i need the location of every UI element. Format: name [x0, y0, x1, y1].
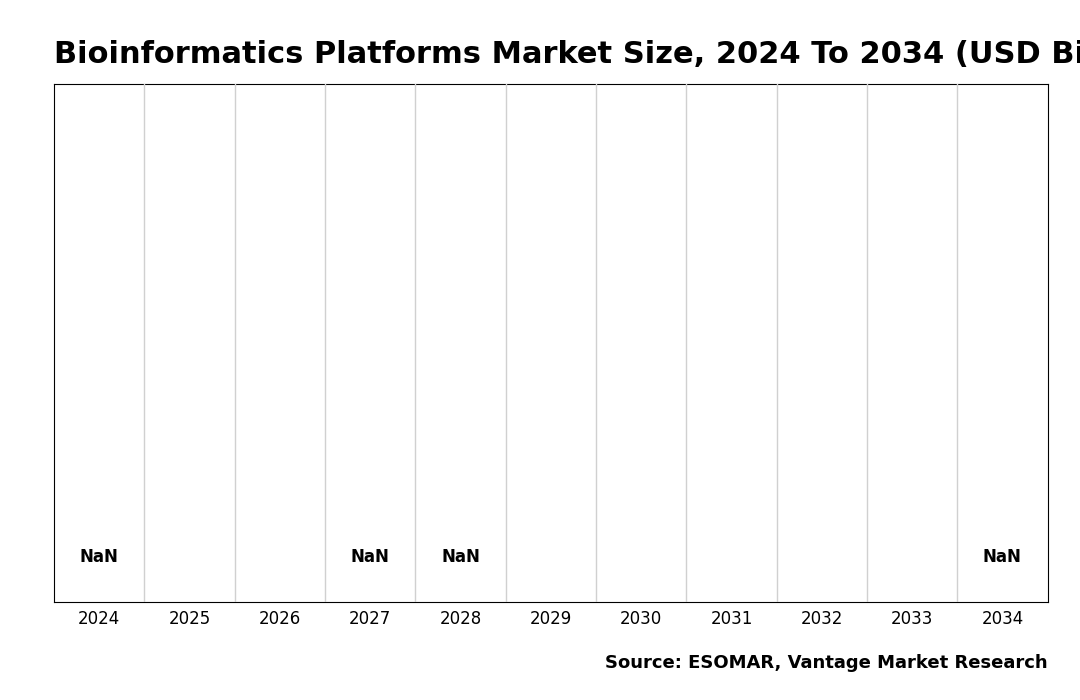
- Text: NaN: NaN: [441, 547, 480, 566]
- Text: Source: ESOMAR, Vantage Market Research: Source: ESOMAR, Vantage Market Research: [605, 654, 1048, 672]
- Bar: [867, 84, 957, 602]
- Text: NaN: NaN: [983, 547, 1022, 566]
- Text: NaN: NaN: [80, 547, 119, 566]
- Bar: [234, 84, 325, 602]
- Bar: [325, 84, 416, 602]
- Bar: [416, 84, 505, 602]
- Bar: [596, 84, 686, 602]
- Bar: [54, 84, 145, 602]
- Bar: [957, 84, 1048, 602]
- Text: NaN: NaN: [351, 547, 390, 566]
- Bar: [686, 84, 777, 602]
- Bar: [145, 84, 234, 602]
- Bar: [777, 84, 867, 602]
- Text: Bioinformatics Platforms Market Size, 2024 To 2034 (USD Billion): Bioinformatics Platforms Market Size, 20…: [54, 40, 1080, 69]
- Bar: [505, 84, 596, 602]
